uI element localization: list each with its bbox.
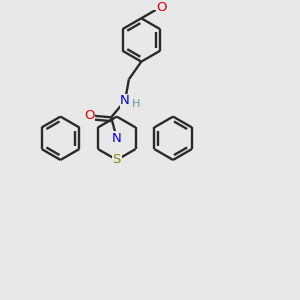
Text: N: N	[120, 94, 130, 107]
Text: O: O	[84, 109, 95, 122]
Text: N: N	[112, 132, 122, 145]
Text: O: O	[156, 1, 167, 14]
Text: H: H	[132, 99, 140, 109]
Text: S: S	[112, 153, 121, 167]
